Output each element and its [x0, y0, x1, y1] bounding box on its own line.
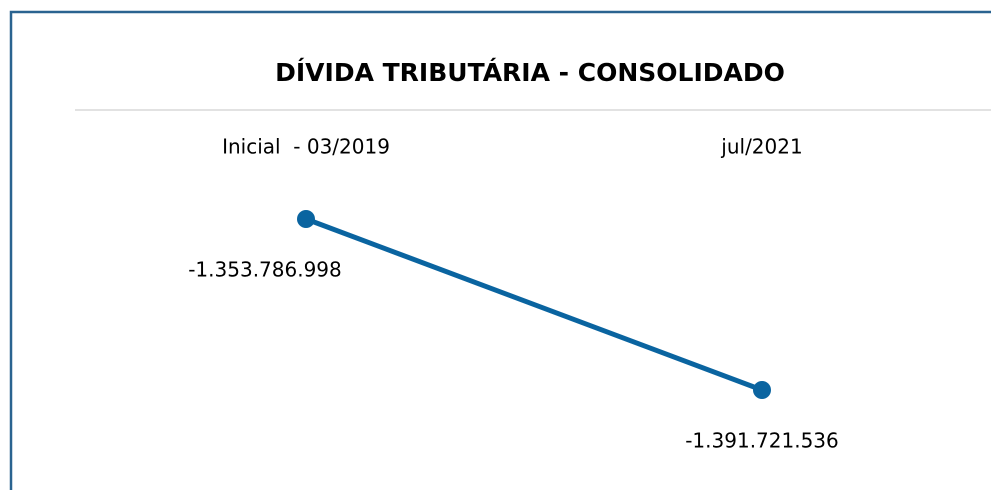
- frame: [9, 10, 991, 490]
- value-label: -1.391.721.536: [685, 429, 839, 453]
- category-label: jul/2021: [720, 135, 802, 159]
- chart-title: DÍVIDA TRIBUTÁRIA - CONSOLIDADO: [275, 58, 785, 87]
- point: [753, 381, 771, 399]
- category-label: Inicial - 03/2019: [222, 135, 390, 159]
- line: [305, 216, 763, 393]
- value-label: -1.353.786.998: [188, 258, 342, 282]
- point: [297, 210, 315, 228]
